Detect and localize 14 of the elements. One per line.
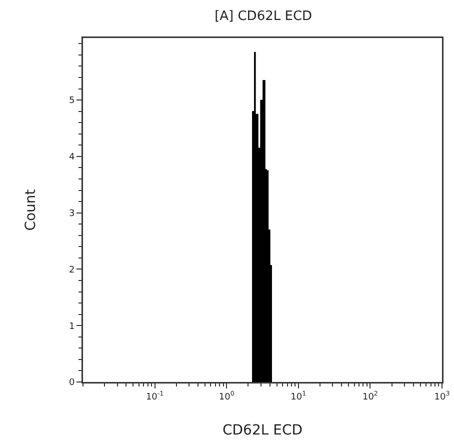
x-tick-label: 10$^{1}$ — [290, 390, 306, 402]
y-tick-label: 1 — [68, 322, 75, 332]
x-tick-label: 10$^{-1}$ — [146, 390, 164, 402]
y-tick-label: 5 — [68, 96, 75, 106]
chart-title: [A] CD62L ECD — [214, 9, 312, 24]
x-tick-label: 10$^{2}$ — [362, 390, 378, 402]
x-axis-title: CD62L ECD — [222, 422, 303, 438]
y-tick-label: 4 — [68, 152, 75, 163]
x-tick-label: 10$^{3}$ — [434, 390, 450, 402]
y-tick-label: 2 — [68, 265, 75, 276]
y-axis-title: Count — [22, 188, 39, 231]
y-tick-label: 0 — [68, 378, 75, 388]
x-tick-label: 10$^{0}$ — [218, 390, 234, 402]
y-tick-label: 3 — [68, 208, 75, 219]
